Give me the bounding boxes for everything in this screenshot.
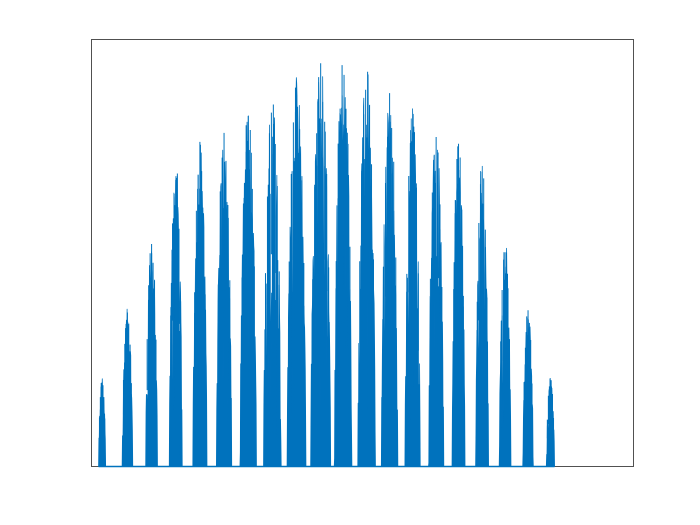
series-lobe-spikes-11 [335, 65, 351, 344]
series-lobe-spikes-10 [312, 63, 330, 355]
series-lobe-spikes-3 [146, 244, 157, 391]
series-lobe-spikes-8 [264, 104, 280, 351]
series-lobe-spikes-2 [122, 312, 132, 417]
series-lobe-spikes-12 [359, 71, 374, 344]
series-lobe-spikes-7 [241, 115, 255, 354]
series-lobe-12 [357, 74, 376, 467]
series-lobe-spikes-20 [546, 380, 555, 439]
series-lobe-spikes-6 [217, 132, 231, 358]
series-marks [98, 63, 555, 468]
series-lobe-spikes-9 [288, 87, 305, 345]
series-lobe-spikes-13 [382, 93, 397, 347]
series-lobe-spikes-19 [523, 310, 533, 417]
series-lobe-4 [168, 176, 183, 467]
series-lobe-6 [216, 149, 233, 467]
series-lobe-spikes-17 [476, 171, 488, 368]
series-lobe-spikes-4 [170, 173, 182, 371]
series-lobe-5 [192, 144, 208, 467]
series-lobe-spikes-5 [194, 141, 206, 364]
series-lobe-spikes-16 [453, 143, 464, 365]
series-lobe-spikes-18 [500, 252, 510, 392]
series-lobe-spikes-1 [98, 382, 106, 438]
series-lobe-9 [286, 77, 307, 467]
series-lobe-spikes-15 [429, 137, 443, 359]
series-lobe-17 [475, 165, 489, 467]
series-lobe-spikes-14 [406, 130, 419, 351]
